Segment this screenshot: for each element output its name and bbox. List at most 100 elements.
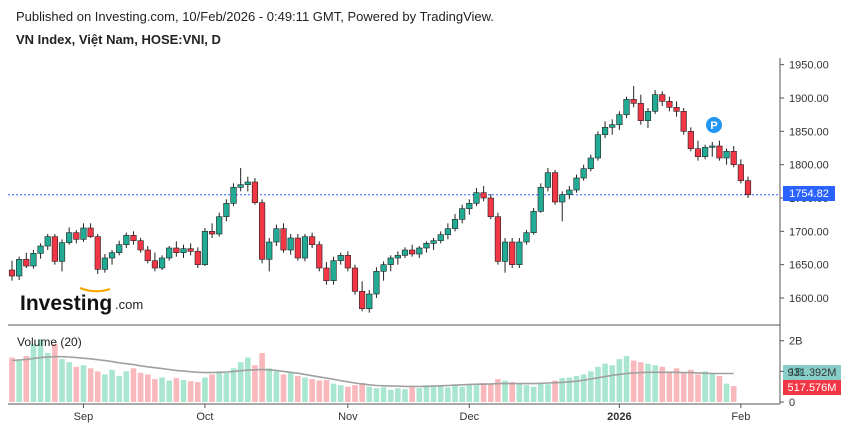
candle-body xyxy=(437,234,444,241)
candle-body xyxy=(516,241,523,265)
volume-bar xyxy=(709,372,716,402)
volume-bar xyxy=(87,368,94,402)
candle-body xyxy=(130,235,137,241)
volume-bar xyxy=(295,375,301,402)
volume-bar xyxy=(530,386,537,402)
volume-tick-label: 2B xyxy=(789,336,802,348)
volume-bar xyxy=(723,383,730,402)
volume-bar xyxy=(216,371,223,402)
candle-body xyxy=(680,111,687,132)
time-tick-label: Oct xyxy=(196,411,213,423)
candle-body xyxy=(259,202,266,260)
candle-body xyxy=(487,197,494,217)
candle-body xyxy=(58,242,66,262)
volume-bar xyxy=(287,372,294,402)
candle-body xyxy=(101,257,108,270)
volume-bar xyxy=(595,366,601,402)
volume-bar xyxy=(495,379,501,402)
volume-bar xyxy=(516,383,523,402)
volume-bar xyxy=(573,375,580,402)
volume-bar xyxy=(588,371,594,402)
last-price-value: 1754.82 xyxy=(789,188,829,200)
volume-bar xyxy=(509,382,515,402)
volume-bar xyxy=(123,371,130,402)
volume-bar xyxy=(252,365,258,402)
candle-body xyxy=(423,243,430,249)
price-tick-label: 1900.00 xyxy=(789,93,829,105)
candle-body xyxy=(294,237,301,259)
volume-down-value: 517.576M xyxy=(788,382,837,394)
volume-bar xyxy=(716,375,723,402)
candle-body xyxy=(401,249,409,256)
candle-body xyxy=(73,232,80,240)
candle-body xyxy=(416,247,423,255)
candle-body xyxy=(344,255,351,269)
volume-bar xyxy=(459,386,465,402)
candle-body xyxy=(580,168,587,179)
candle-body xyxy=(316,244,323,269)
volume-bar xyxy=(473,385,480,402)
logo-text: Investing xyxy=(20,292,112,315)
volume-bar xyxy=(273,371,280,402)
volume-bar xyxy=(445,387,451,402)
volume-bar xyxy=(702,371,708,402)
event-badge-icon[interactable] xyxy=(706,117,722,133)
volume-bar xyxy=(616,359,623,402)
candle-body xyxy=(51,236,58,262)
volume-bar xyxy=(159,377,165,402)
candle-body xyxy=(230,187,237,204)
event-badge[interactable]: P xyxy=(706,117,722,133)
volume-bar xyxy=(652,365,658,402)
volume-bar xyxy=(102,374,108,402)
candle-body xyxy=(94,236,101,270)
candle-body xyxy=(373,271,380,295)
investing-logo: Investing .com xyxy=(20,286,143,315)
candle-body xyxy=(166,247,173,259)
candle-body xyxy=(194,251,201,265)
candle-body xyxy=(501,241,509,262)
candle-body xyxy=(530,211,537,233)
volume-bar xyxy=(502,380,508,402)
volume-bar xyxy=(630,360,637,402)
volume-bar xyxy=(80,365,87,402)
candle-body xyxy=(444,228,451,235)
volume-bar xyxy=(337,385,344,402)
volume-bar xyxy=(480,383,487,402)
volume-bar xyxy=(59,359,65,402)
time-axis: Sep Oct Nov Dec 2026 Feb xyxy=(74,404,750,423)
volume-bar xyxy=(66,362,72,402)
candle-body xyxy=(158,257,166,269)
volume-bar xyxy=(309,379,315,402)
volume-bar xyxy=(37,339,44,402)
volume-bar xyxy=(730,386,737,402)
volume-bar xyxy=(352,385,358,402)
volume-bar xyxy=(94,371,101,402)
candle-body xyxy=(16,259,23,277)
candle-body xyxy=(223,203,230,217)
volume-ma-line xyxy=(11,355,734,388)
volume-bar xyxy=(695,374,701,402)
price-tick-label: 1950.00 xyxy=(789,60,829,72)
candle-body xyxy=(173,247,180,253)
volume-bar xyxy=(523,385,530,402)
last-price-tag: 1754.82 xyxy=(783,186,835,201)
candle-body xyxy=(187,248,194,252)
volume-bar xyxy=(566,377,573,402)
event-badge-letter: P xyxy=(710,120,717,132)
volume-bar xyxy=(430,386,437,402)
volume-bar xyxy=(537,383,544,402)
volume-bar xyxy=(237,362,244,402)
volume-bar xyxy=(602,363,608,402)
volume-bar xyxy=(402,389,408,402)
candle-body xyxy=(559,194,566,203)
volume-bar xyxy=(109,369,115,402)
volume-bar xyxy=(30,343,37,402)
candle-body xyxy=(87,227,94,237)
volume-bar xyxy=(395,388,401,402)
candle-body xyxy=(709,145,716,148)
candle-body xyxy=(387,257,394,265)
candle-body xyxy=(623,99,630,115)
symbol-title: VN Index, Việt Nam, HOSE:VNI, D xyxy=(16,32,221,47)
candle-body xyxy=(702,147,709,157)
